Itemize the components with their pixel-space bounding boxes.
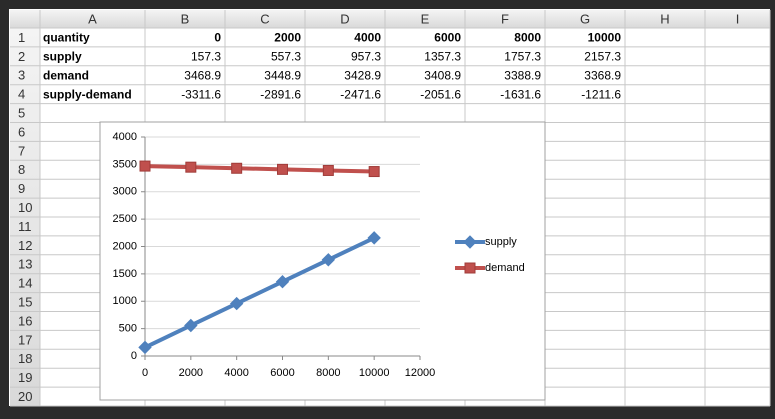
data-point [185, 161, 197, 173]
x-tick-label: 6000 [270, 367, 294, 379]
column-header: B [181, 11, 190, 26]
column-header: G [580, 11, 590, 26]
data-point [229, 296, 244, 311]
x-tick-label: 0 [142, 367, 148, 379]
x-tick-label: 10000 [359, 367, 390, 379]
cell: 1757.3 [504, 50, 541, 64]
data-point [184, 318, 198, 333]
column-header-bar [10, 10, 770, 28]
x-tick-label: 2000 [179, 367, 203, 379]
row-header: 10 [18, 200, 32, 215]
y-tick-label: 500 [119, 323, 137, 335]
legend-marker [464, 262, 476, 274]
cell: supply-demand [43, 87, 132, 101]
x-tick-label: 12000 [405, 367, 436, 379]
cell: 3468.9 [184, 68, 221, 82]
row-header: 12 [18, 238, 32, 253]
row-header: 3 [18, 68, 25, 83]
cell: quantity [43, 31, 90, 45]
y-tick-label: 2000 [113, 240, 137, 252]
data-point [321, 253, 336, 267]
cell: 3428.9 [344, 68, 381, 82]
y-tick-label: 3000 [113, 186, 137, 198]
data-point [275, 274, 290, 289]
row-header: 16 [18, 313, 32, 328]
data-point [139, 160, 151, 172]
row-header: 17 [18, 332, 32, 347]
legend-label: supply [485, 236, 517, 248]
row-header: 4 [18, 87, 25, 102]
x-tick-label: 4000 [224, 367, 248, 379]
row-header: 5 [18, 105, 25, 120]
row-header: 14 [18, 276, 32, 291]
column-header: H [660, 11, 669, 26]
row-header: 19 [18, 370, 32, 385]
column-header: D [340, 11, 349, 26]
row-header: 9 [18, 181, 25, 196]
cell: 6000 [434, 31, 461, 45]
cell: -2891.6 [260, 87, 301, 101]
cell: 8000 [514, 31, 541, 45]
y-tick-label: 1000 [113, 295, 137, 307]
cell: -1211.6 [581, 87, 621, 101]
row-header: 6 [18, 124, 25, 139]
series-line [144, 164, 375, 174]
y-tick-label: 1500 [113, 268, 137, 280]
cell: 2157.3 [584, 50, 621, 64]
column-header: I [736, 11, 740, 26]
row-header: 8 [18, 162, 25, 177]
cell: 1357.3 [424, 50, 461, 64]
data-point [368, 166, 380, 178]
cell: -3311.6 [181, 87, 221, 101]
legend-marker [463, 235, 477, 249]
y-tick-label: 2500 [113, 213, 137, 225]
series-line [144, 236, 376, 350]
row-header: 2 [18, 49, 25, 64]
cell: 557.3 [271, 50, 301, 64]
cell: 2000 [274, 31, 301, 45]
y-tick-label: 3500 [113, 158, 137, 170]
data-point [231, 162, 243, 174]
row-header: 20 [18, 389, 32, 404]
row-header: 11 [18, 219, 32, 234]
data-point [277, 163, 288, 175]
cell: -2471.6 [340, 87, 381, 101]
cell: 3408.9 [424, 68, 461, 82]
data-point [322, 164, 334, 176]
cell: -2051.6 [420, 87, 461, 101]
row-header: 15 [18, 294, 32, 309]
row-header: 18 [18, 351, 32, 366]
cell: 157.3 [191, 50, 221, 64]
column-header: A [88, 11, 97, 26]
row-header: 13 [18, 257, 32, 272]
column-header: C [260, 11, 269, 26]
y-tick-label: 0 [131, 350, 137, 362]
cell: 4000 [354, 31, 381, 45]
legend-label: demand [485, 262, 525, 274]
column-header: E [421, 11, 430, 26]
cell: 3368.9 [584, 68, 621, 82]
data-point [138, 340, 152, 355]
cell: demand [43, 68, 89, 82]
x-tick-label: 8000 [316, 367, 340, 379]
cell: 3388.9 [504, 68, 541, 82]
y-tick-label: 4000 [113, 131, 137, 143]
column-header: F [501, 11, 509, 26]
cell: -1631.6 [500, 87, 541, 101]
data-point [367, 231, 381, 245]
cell: 957.3 [351, 50, 381, 64]
cell: 10000 [588, 31, 622, 45]
cell: 3448.9 [264, 68, 301, 82]
cell: 0 [214, 31, 221, 45]
row-header: 1 [18, 30, 25, 45]
cell: supply [43, 50, 82, 64]
row-header: 7 [18, 143, 25, 158]
